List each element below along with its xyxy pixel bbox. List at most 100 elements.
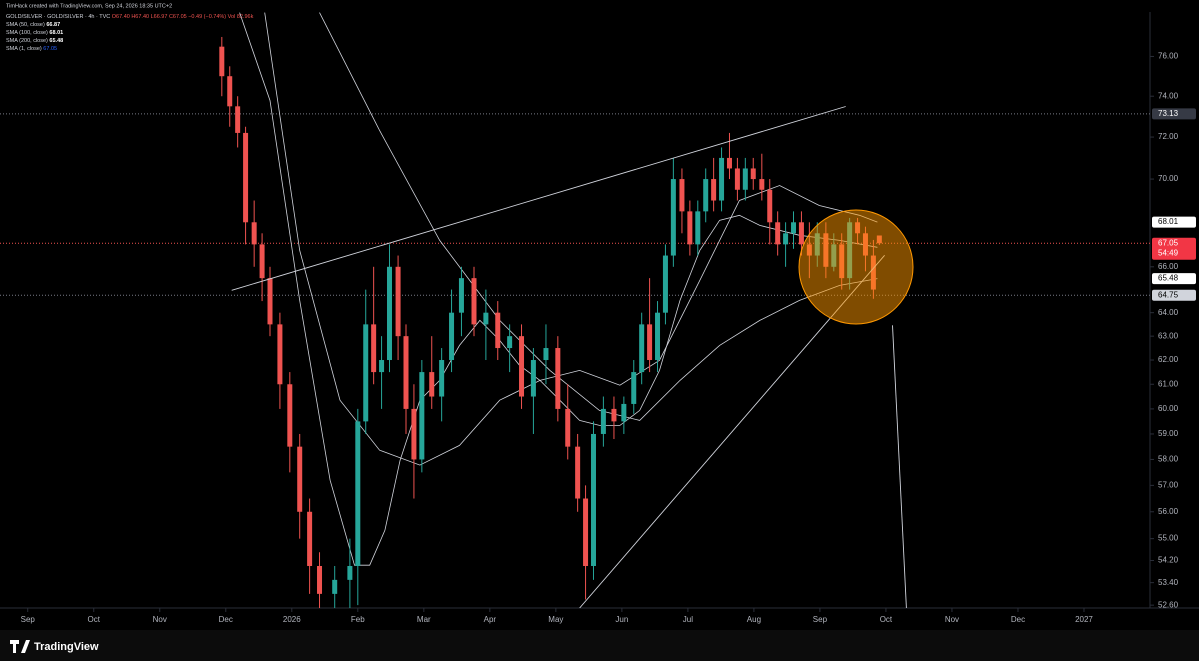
candle-body — [759, 179, 765, 190]
candle-body — [543, 348, 549, 361]
candle-body — [347, 565, 353, 580]
brand: TradingView — [34, 641, 99, 653]
y-tick-label: 64.00 — [1158, 308, 1179, 317]
x-tick-label: Jul — [683, 615, 693, 624]
y-tick-label: 55.00 — [1158, 534, 1179, 543]
y-tick-label: 62.00 — [1158, 355, 1179, 364]
candle-body — [235, 106, 241, 133]
candle-body — [639, 324, 645, 373]
candle-body — [227, 76, 233, 107]
y-tick-label: 59.00 — [1158, 429, 1179, 438]
watermark: TimHack created with TradingView.com, Se… — [6, 3, 172, 9]
highlight-circle — [798, 209, 914, 325]
logo-icon — [10, 640, 30, 653]
last-price-label: 67.05 — [1158, 238, 1179, 247]
candle-body — [419, 372, 425, 460]
candle-body — [307, 511, 313, 566]
candle-body — [471, 278, 477, 325]
candle-body — [507, 336, 513, 349]
candle-body — [798, 222, 804, 245]
sma-price-box — [1152, 216, 1196, 228]
candle-body — [483, 312, 489, 325]
x-tick-label: Sep — [813, 615, 828, 624]
legend-entry: SMA (1, close) 67.05 — [6, 46, 57, 52]
candle-body — [711, 179, 717, 201]
y-tick-label: 70.00 — [1158, 174, 1179, 183]
legend-symbol: GOLD/SILVER · GOLD/SILVER · 4h · TVC O67… — [6, 14, 254, 20]
candle-body — [267, 278, 273, 325]
y-tick-label: 76.00 — [1158, 52, 1179, 61]
x-tick-label: Oct — [88, 615, 101, 624]
candle-body — [429, 372, 435, 397]
candle-body — [555, 348, 561, 409]
legend-value: 65.48 — [49, 38, 63, 44]
candle-body — [695, 211, 701, 245]
footer-bar — [0, 630, 1199, 661]
y-tick-label: 61.00 — [1158, 379, 1179, 388]
legend-name: SMA (200, close) — [6, 38, 48, 44]
last-price-box — [1152, 237, 1196, 260]
candle-body — [726, 157, 732, 169]
candle-body — [277, 324, 283, 385]
legend-value: 67.05 — [43, 46, 57, 52]
y-tick-label: 53.40 — [1158, 578, 1179, 587]
candle-body — [611, 408, 617, 422]
countdown: 54:49 — [1158, 248, 1179, 257]
x-tick-label: Apr — [484, 615, 497, 624]
y-tick-label: 58.00 — [1158, 455, 1179, 464]
candle-body — [621, 403, 627, 422]
y-tick-label: 60.00 — [1158, 404, 1179, 413]
x-tick-label: Dec — [1011, 615, 1025, 624]
candle-body — [575, 446, 581, 499]
candle-body — [742, 168, 748, 190]
candle-body — [655, 312, 661, 361]
candle-body — [395, 266, 401, 337]
y-tick-label: 72.00 — [1158, 132, 1179, 141]
legend-entry: SMA (200, close) 65.48 — [6, 38, 63, 44]
x-tick-label: Mar — [417, 615, 431, 624]
legend: GOLD/SILVER · GOLD/SILVER · 4h · TVC O67… — [6, 14, 254, 52]
sma-price-label: 68.01 — [1158, 217, 1179, 226]
y-tick-label: 66.00 — [1158, 262, 1179, 271]
y-tick-label: 63.00 — [1158, 331, 1179, 340]
candle-body — [519, 336, 525, 397]
candle-body — [251, 222, 257, 245]
legend-value: 66.87 — [46, 22, 60, 28]
x-tick-label: Nov — [945, 615, 959, 624]
sma-line — [319, 12, 878, 421]
ohlc: O67.40 H67.40 L66.97 C67.05 −0.49 (−0.74… — [112, 14, 227, 20]
candle-body — [458, 278, 464, 313]
candle-body — [783, 233, 789, 245]
y-tick-label: 57.00 — [1158, 480, 1179, 489]
sma-price-box — [1152, 273, 1196, 285]
sma-price-label: 65.48 — [1158, 274, 1179, 283]
candle-body — [719, 157, 725, 201]
candle-body — [791, 222, 797, 234]
legend-value: 68.01 — [49, 30, 63, 36]
candle-body — [371, 324, 377, 373]
y-tick-label: 74.00 — [1158, 91, 1179, 100]
candle-body — [379, 360, 385, 373]
legend-name: SMA (1, close) — [6, 46, 42, 52]
candle-body — [449, 312, 455, 361]
candle-body — [355, 421, 361, 566]
legend-name: SMA (50, close) — [6, 22, 45, 28]
candle-body — [734, 168, 740, 190]
candle-body — [775, 222, 781, 245]
trendline — [231, 106, 846, 291]
symbol: GOLD/SILVER · GOLD/SILVER · 4h · TVC — [6, 14, 110, 20]
legend-name: SMA (100, close) — [6, 30, 48, 36]
x-tick-label: Dec — [219, 615, 233, 624]
candle-body — [332, 579, 338, 594]
volume: Vol 82.96k — [228, 14, 254, 20]
y-tick-label: 56.00 — [1158, 507, 1179, 516]
hline-box — [1152, 108, 1196, 120]
candle-body — [243, 132, 249, 223]
candle-body — [687, 211, 693, 245]
candle-body — [363, 324, 369, 422]
x-tick-label: Nov — [153, 615, 167, 624]
candle-body — [662, 255, 668, 313]
candle-body — [297, 446, 303, 512]
